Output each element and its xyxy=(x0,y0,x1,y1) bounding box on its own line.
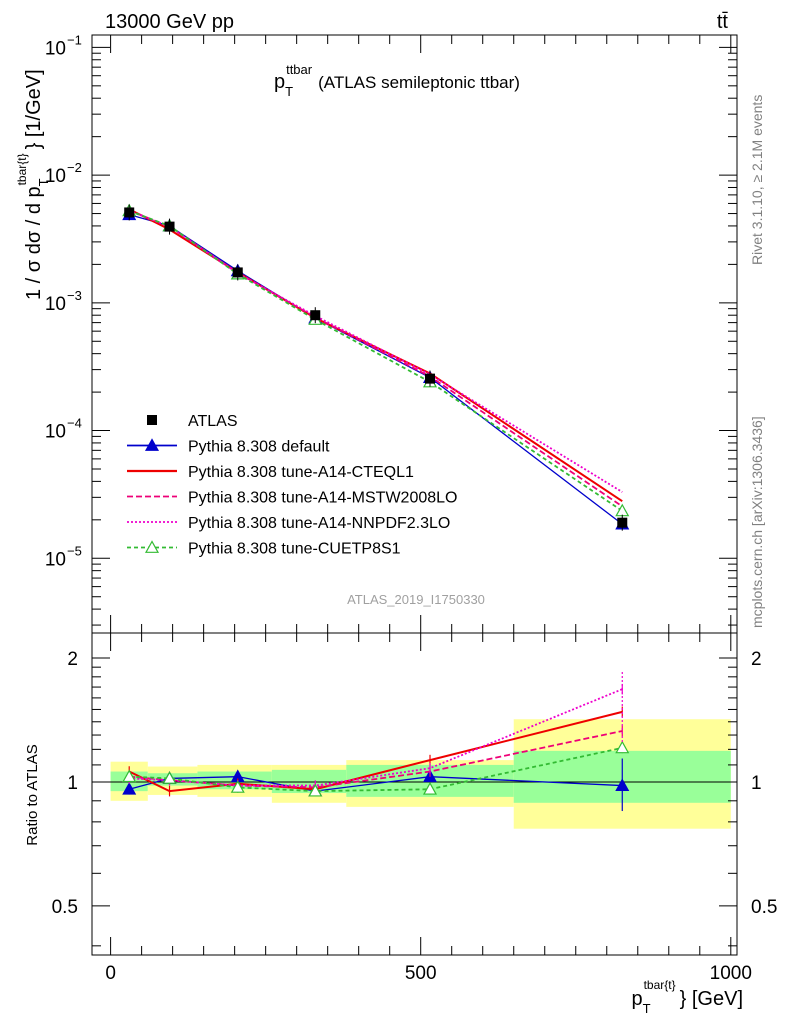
axes-frames xyxy=(91,34,738,956)
main-y-tick-label: 10 xyxy=(45,294,66,315)
x-tick-label: 0 xyxy=(105,963,116,984)
data-point xyxy=(310,310,321,321)
legend: ATLAS Pythia 8.308 default Pythia 8.308 tu… xyxy=(127,413,457,558)
process-label: tt̄ xyxy=(717,11,729,33)
ratio-series-line xyxy=(129,746,623,793)
ratio-series-point xyxy=(308,783,323,797)
ratio-y-tick-label: 1 xyxy=(67,773,78,794)
data-point xyxy=(232,267,243,278)
ratio-series-point xyxy=(422,782,438,795)
main-series-line xyxy=(128,210,623,512)
x-tick-label: 1000 xyxy=(710,963,752,984)
ratio-series-group xyxy=(122,671,630,812)
legend-entry-label: Pythia 8.308 tune-A14-MSTW2008LO xyxy=(188,490,457,507)
ratio-series-point xyxy=(122,782,137,795)
side-note-version: Rivet 3.1.10, ≥ 2.1M events xyxy=(749,95,765,265)
x-tick-label: 500 xyxy=(405,963,437,984)
main-plot-title: pTttbar(ATLAS semileptonic ttbar) xyxy=(274,62,520,99)
ratio-y-tick-label-right: 2 xyxy=(751,649,762,670)
ratio-series-point xyxy=(122,769,137,783)
main-series-line xyxy=(128,209,623,508)
legend-marker-data xyxy=(147,415,157,425)
ratio-y-axis-label: Ratio to ATLAS xyxy=(24,744,41,845)
main-series-group xyxy=(122,203,630,531)
main-y-tick-label: 10 xyxy=(45,166,66,187)
ratio-plot-frame xyxy=(91,632,738,956)
legend-entry-label: Pythia 8.308 tune-A14-NNPDF2.3LO xyxy=(188,515,450,532)
main-y-tick-label: 10 xyxy=(45,422,66,443)
ratio-series-line xyxy=(129,730,623,789)
ratio-series-point xyxy=(615,740,630,754)
data-point xyxy=(164,221,175,232)
legend-entry-label: Pythia 8.308 default xyxy=(188,439,330,456)
energy-label: 13000 GeV pp xyxy=(105,11,234,33)
axis-ticks: 10 −110 −210 −310 −410 −52 21 10.5 0.50 500 1000 xyxy=(45,32,778,984)
main-y-tick-label: 10 xyxy=(45,38,66,59)
ratio-series-point xyxy=(230,780,245,793)
ratio-y-tick-label: 0.5 xyxy=(52,897,78,918)
main-y-tick-exponent: −4 xyxy=(67,416,82,431)
main-y-tick-exponent: −1 xyxy=(67,32,82,47)
x-axis-label: pTtbar{t}} [GeV] xyxy=(632,978,743,1016)
ratio-y-tick-label: 2 xyxy=(67,649,78,670)
ratio-series-point xyxy=(162,771,177,784)
data-point xyxy=(617,517,628,528)
legend-entry-label: Pythia 8.308 tune-CUETP8S1 xyxy=(188,541,401,558)
ratio-y-tick-label-right: 0.5 xyxy=(751,897,777,918)
side-note-source: mcplots.cern.ch [arXiv:1306.3436] xyxy=(749,416,765,628)
ratio-uncertainty-bands xyxy=(92,719,737,829)
legend-marker xyxy=(144,438,160,451)
data-point xyxy=(124,207,135,218)
legend-entry-label: Pythia 8.308 tune-A14-CTEQL1 xyxy=(188,464,414,481)
legend-entry-label: ATLAS xyxy=(188,413,238,430)
data-point xyxy=(425,373,436,384)
main-y-tick-exponent: −3 xyxy=(67,288,82,303)
main-y-tick-exponent: −5 xyxy=(67,543,82,558)
ratio-y-tick-label-right: 1 xyxy=(751,773,762,794)
main-series-point xyxy=(615,503,630,517)
main-y-axis-label: 1 / σ dσ / d pTtbar{t}} [1/GeV] xyxy=(15,69,51,300)
main-y-tick-exponent: −2 xyxy=(67,160,82,175)
main-y-tick-label: 10 xyxy=(45,549,66,570)
ratio-series-line xyxy=(129,688,623,787)
analysis-id-label: ATLAS_2019_I1750330 xyxy=(347,592,485,607)
legend-marker xyxy=(144,540,160,553)
